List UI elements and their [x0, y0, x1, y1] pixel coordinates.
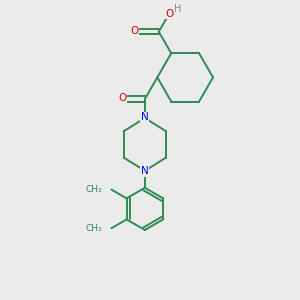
Text: CH₃: CH₃ — [86, 224, 103, 233]
Text: CH₃: CH₃ — [86, 185, 103, 194]
Text: N: N — [141, 112, 149, 122]
Text: H: H — [174, 4, 182, 14]
Text: O: O — [165, 9, 174, 19]
Text: O: O — [130, 26, 139, 36]
Text: O: O — [118, 93, 126, 103]
Text: N: N — [141, 167, 149, 176]
